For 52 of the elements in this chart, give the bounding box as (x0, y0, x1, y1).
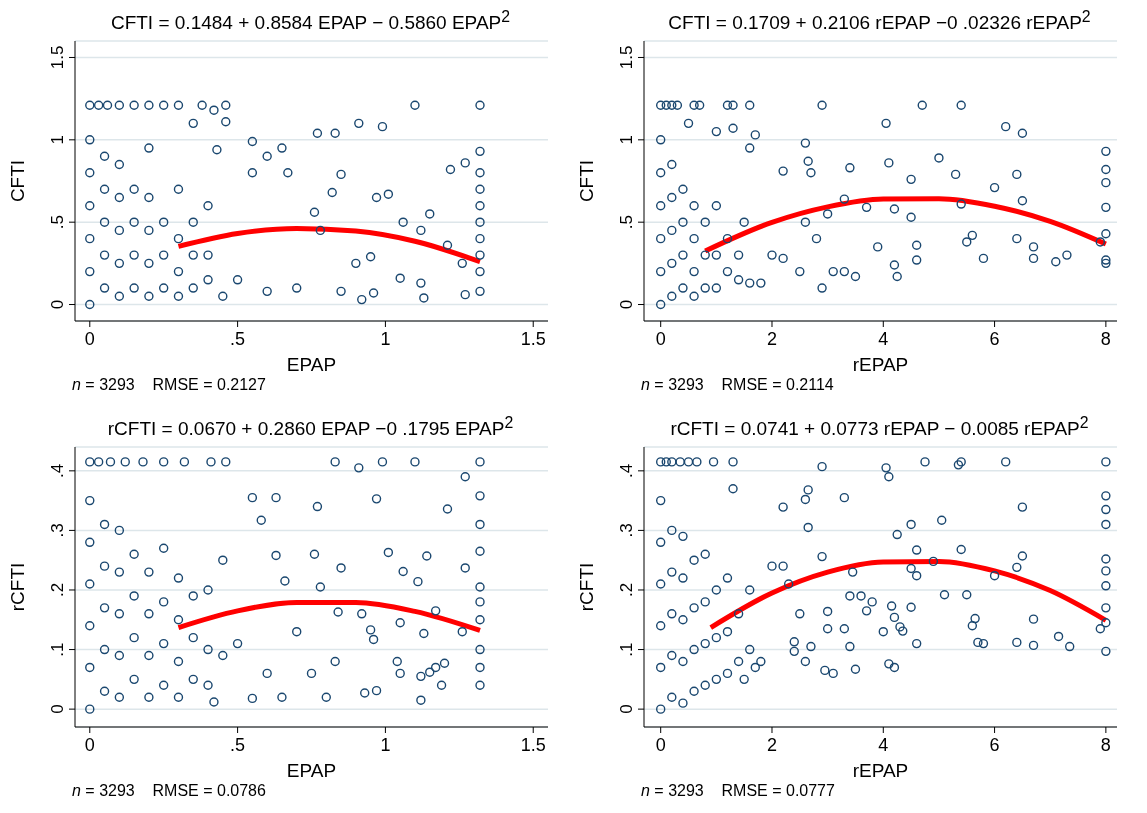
x-tick-label: 8 (1100, 329, 1111, 349)
y-tick-label: 0 (617, 704, 636, 714)
y-tick-label: .5 (48, 215, 67, 230)
x-tick-label: 6 (989, 735, 1000, 755)
x-tick-label: .5 (230, 735, 246, 755)
x-tick-label: 4 (878, 329, 889, 349)
chart-title: CFTI = 0.1709 + 0.2106 rEPAP −0 .02326 rEPAP$^{2}$ (667, 8, 1092, 36)
y-tick-label: 0 (617, 299, 636, 310)
chart-title: rCFTI = 0.0741 + 0.0773 rEPAP − 0.0085 rEPAP$^{2}$ (669, 414, 1090, 442)
x-axis-title: EPAP (286, 760, 337, 781)
y-tick-label: .1 (48, 642, 67, 657)
x-tick-label: 8 (1100, 735, 1111, 755)
y-tick-label: .1 (617, 642, 636, 657)
text: n = 3293 RMSE = 0.0777 (640, 782, 836, 800)
y-tick-label: 1 (48, 135, 67, 145)
y-axis-title: CFTI (6, 159, 28, 203)
x-tick-label: 2 (766, 329, 777, 349)
x-tick-label: 1 (380, 735, 391, 755)
x-tick-label: 1.5 (520, 329, 546, 349)
x-tick-label: 1 (380, 329, 391, 349)
y-tick-label: .3 (617, 523, 636, 538)
x-tick-label: 6 (989, 329, 1000, 349)
y-tick-label: 1.5 (617, 45, 636, 70)
x-tick-label: 2 (766, 735, 777, 755)
text: n = 3293 RMSE = 0.2114 (640, 376, 835, 394)
x-axis-title: EPAP (286, 354, 337, 375)
y-axis-title: CFTI (575, 159, 597, 203)
y-tick-label: .2 (48, 582, 67, 598)
y-tick-label: .2 (617, 582, 636, 598)
text: n = 3293 RMSE = 0.2127 (71, 376, 267, 394)
text: n = 3293 RMSE = 0.0786 (71, 782, 267, 800)
x-axis-title: rEPAP (852, 760, 909, 781)
x-tick-label: 0 (655, 735, 666, 755)
chart-title: rCFTI = 0.0670 + 0.2860 EPAP −0 .1795 EPAP$^{2}$ (106, 414, 515, 442)
x-tick-label: 0 (655, 329, 666, 349)
y-tick-label: .5 (617, 215, 636, 230)
y-tick-label: 0 (48, 299, 67, 310)
y-tick-label: .3 (48, 523, 67, 538)
x-tick-label: 0 (84, 329, 95, 349)
x-tick-label: 0 (84, 735, 95, 755)
y-tick-label: .4 (48, 463, 67, 478)
y-axis-title: rCFTI (6, 562, 28, 612)
y-tick-label: 0 (48, 704, 67, 714)
y-tick-label: .4 (617, 463, 636, 478)
x-tick-label: .5 (230, 329, 246, 349)
x-tick-label: 4 (878, 735, 889, 755)
chart-title: CFTI = 0.1484 + 0.8584 EPAP − 0.5860 EPAP$^{2}$ (109, 8, 512, 36)
y-tick-label: 1 (617, 135, 636, 145)
y-axis-title: rCFTI (575, 562, 597, 612)
y-tick-label: 1.5 (48, 45, 67, 70)
x-axis-title: rEPAP (852, 354, 909, 375)
x-tick-label: 1.5 (520, 735, 546, 755)
